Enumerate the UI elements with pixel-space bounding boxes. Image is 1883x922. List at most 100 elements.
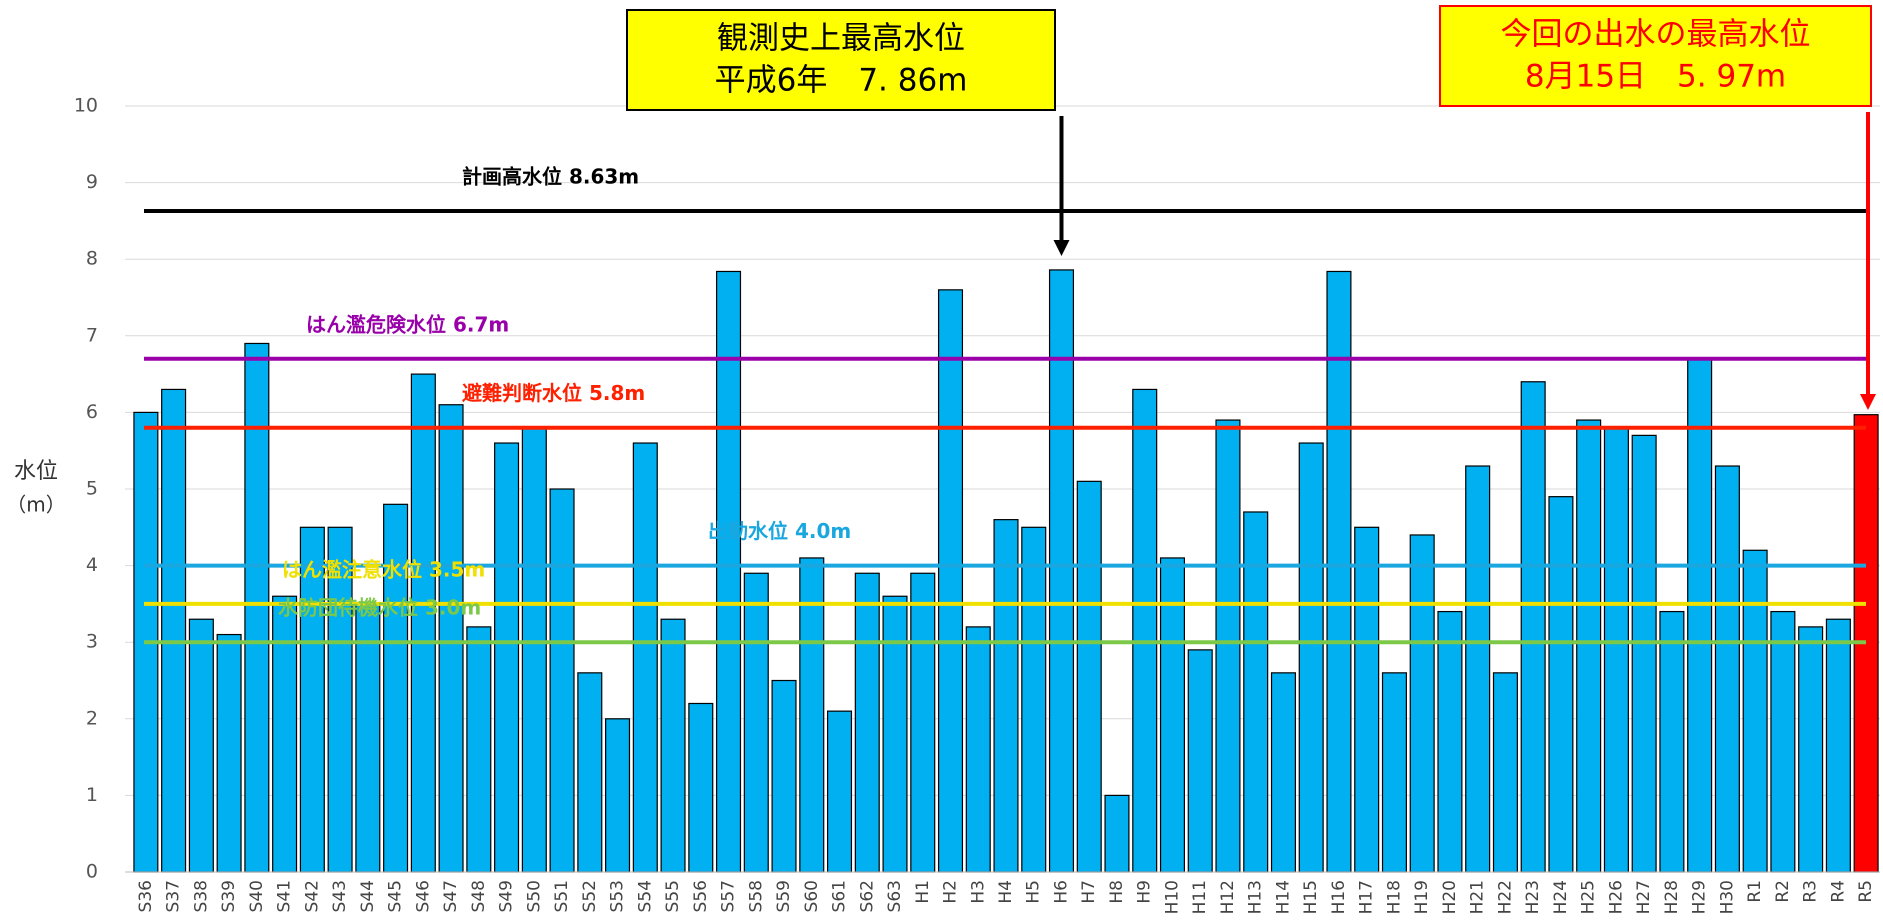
x-tick-label: S43	[330, 880, 350, 912]
bar	[1631, 434, 1657, 873]
annotation-box	[626, 9, 1056, 111]
x-tick-label: S54	[635, 880, 655, 912]
x-tick-label: S57	[719, 880, 739, 912]
x-tick-label: R5	[1856, 880, 1876, 903]
reference-label: 避難判断水位 5.8m	[462, 381, 645, 405]
x-tick-label: H3	[968, 880, 988, 904]
bar	[1742, 549, 1768, 873]
x-tick-label: S53	[608, 880, 628, 912]
bar	[882, 595, 908, 873]
y-tick-label: 3	[86, 631, 98, 653]
annotation-text: 8月15日 5. 97m	[1525, 59, 1786, 95]
bar	[1187, 649, 1213, 873]
x-tick-label: R1	[1745, 880, 1765, 903]
bar	[1354, 526, 1380, 873]
y-tick-label: 2	[86, 707, 98, 729]
x-tick-label: H23	[1523, 880, 1543, 914]
annotation-box	[1439, 5, 1872, 107]
x-tick-label: S61	[830, 880, 850, 912]
x-tick-label: H22	[1495, 880, 1515, 914]
x-tick-label: S63	[885, 880, 905, 912]
x-tick-label: H14	[1273, 880, 1293, 914]
bar	[1021, 526, 1047, 873]
annotation-text: 平成6年 7. 86m	[715, 63, 968, 99]
x-tick-label: H1	[913, 880, 933, 904]
x-tick-label: H15	[1301, 880, 1321, 914]
x-tick-label: H21	[1468, 880, 1488, 914]
bar	[1465, 465, 1491, 873]
bar	[910, 572, 936, 873]
y-axis-unit: （m）	[6, 493, 65, 517]
bar	[937, 289, 964, 873]
x-tick-label: H19	[1412, 880, 1432, 914]
x-tick-label: H9	[1135, 880, 1155, 904]
y-tick-label: 9	[86, 171, 98, 193]
bar	[1603, 427, 1629, 873]
x-tick-label: H30	[1717, 880, 1737, 914]
arrow-head	[1053, 240, 1070, 256]
bar	[605, 718, 631, 873]
bar	[1520, 381, 1546, 873]
bar	[993, 519, 1019, 873]
bar	[1132, 388, 1158, 873]
bar	[161, 388, 187, 873]
x-tick-label: S52	[580, 880, 600, 912]
bar	[1104, 794, 1130, 873]
bar	[1298, 442, 1324, 873]
y-tick-label: 6	[86, 401, 98, 423]
y-tick-label: 10	[74, 95, 98, 117]
x-tick-label: H25	[1579, 880, 1599, 914]
x-tick-label: R3	[1801, 880, 1821, 903]
bar	[1770, 610, 1796, 873]
bar	[632, 442, 658, 873]
x-tick-label: H16	[1329, 880, 1349, 914]
x-tick-label: H17	[1357, 880, 1377, 914]
y-tick-label: 4	[86, 554, 98, 576]
bar	[1381, 672, 1407, 873]
y-tick-label: 0	[86, 861, 98, 883]
x-tick-label: S40	[247, 880, 267, 912]
bar	[577, 672, 603, 873]
bar	[1576, 419, 1602, 873]
x-tick-label: S45	[386, 880, 406, 912]
bar	[743, 572, 769, 873]
y-tick-label: 1	[86, 784, 98, 806]
x-tick-label: S36	[136, 880, 156, 912]
bar	[1215, 419, 1241, 873]
x-tick-label: S51	[552, 880, 572, 912]
x-tick-label: S58	[746, 880, 766, 912]
bar	[771, 679, 797, 873]
x-tick-label: S56	[691, 880, 711, 912]
annotation-text: 今回の出水の最高水位	[1501, 17, 1811, 53]
y-tick-label: 5	[86, 478, 98, 500]
bar	[660, 618, 686, 873]
x-tick-label: H12	[1218, 880, 1238, 914]
bar	[1437, 610, 1463, 873]
x-tick-label: S55	[663, 880, 683, 912]
bar	[549, 488, 575, 873]
bar	[466, 626, 492, 873]
x-tick-label: S60	[802, 880, 822, 912]
bar	[188, 618, 214, 873]
bar	[410, 373, 436, 873]
x-tick-label: H29	[1690, 880, 1710, 914]
bar	[1659, 610, 1685, 873]
bar	[521, 427, 547, 873]
bar	[854, 572, 880, 873]
x-tick-label: S48	[469, 880, 489, 912]
x-tick-label: S47	[441, 880, 461, 912]
bar	[1492, 672, 1518, 873]
x-tick-label: H18	[1384, 880, 1404, 914]
x-tick-label: H4	[996, 880, 1016, 904]
x-tick-label: R2	[1773, 880, 1793, 903]
x-tick-label: H2	[941, 880, 961, 904]
bar	[272, 595, 298, 873]
bar	[1798, 626, 1824, 873]
x-tick-label: S46	[413, 880, 433, 912]
bar	[1687, 358, 1713, 873]
bar	[216, 633, 242, 873]
bar	[494, 442, 520, 873]
bar	[716, 270, 742, 873]
y-axis-label: 水位	[14, 459, 58, 484]
